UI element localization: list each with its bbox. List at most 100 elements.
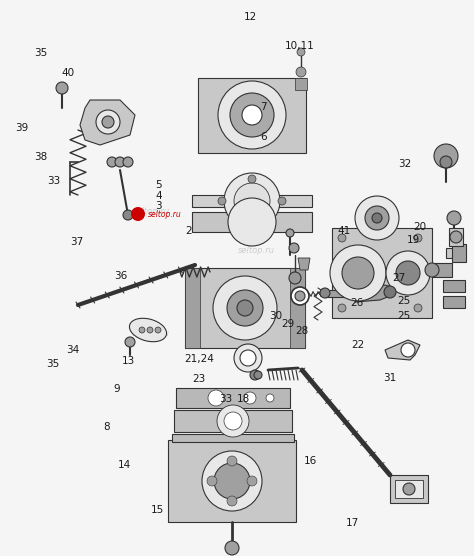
Text: 34: 34 (66, 345, 80, 355)
Text: 36: 36 (114, 271, 127, 281)
Text: 37: 37 (70, 237, 83, 247)
Circle shape (102, 116, 114, 128)
Circle shape (403, 483, 415, 495)
Bar (443, 296, 465, 308)
Bar (432, 263, 452, 277)
Circle shape (56, 82, 68, 94)
Circle shape (289, 243, 299, 253)
Circle shape (213, 276, 277, 340)
Text: 23: 23 (192, 374, 206, 384)
Polygon shape (298, 258, 310, 270)
Circle shape (297, 48, 305, 56)
Text: 22: 22 (351, 340, 364, 350)
Circle shape (330, 245, 386, 301)
Circle shape (218, 197, 226, 205)
Bar (192, 195, 312, 207)
Circle shape (355, 196, 399, 240)
Circle shape (227, 290, 263, 326)
Circle shape (248, 219, 256, 227)
Bar (452, 244, 466, 262)
Bar (443, 280, 465, 292)
Circle shape (227, 456, 237, 466)
Polygon shape (80, 100, 135, 145)
Circle shape (450, 231, 462, 243)
Text: 20: 20 (413, 222, 427, 232)
Text: 38: 38 (34, 152, 47, 162)
Circle shape (207, 476, 217, 486)
Circle shape (214, 463, 250, 499)
Circle shape (248, 175, 256, 183)
Bar (290, 268, 305, 348)
Text: 6: 6 (260, 132, 266, 142)
Text: 33: 33 (47, 176, 61, 186)
Bar (185, 268, 200, 348)
Text: 21,24: 21,24 (184, 354, 214, 364)
Text: 2: 2 (185, 226, 191, 236)
Circle shape (208, 390, 224, 406)
Circle shape (139, 327, 145, 333)
Text: 17: 17 (346, 518, 359, 528)
Text: 7: 7 (260, 102, 266, 112)
Circle shape (147, 327, 153, 333)
Text: 10,11: 10,11 (284, 41, 314, 51)
Text: 30: 30 (269, 311, 283, 321)
Circle shape (254, 371, 262, 379)
Polygon shape (355, 285, 395, 302)
Text: 29: 29 (282, 319, 295, 329)
Text: 25: 25 (397, 296, 410, 306)
Circle shape (115, 157, 125, 167)
Circle shape (123, 157, 133, 167)
Circle shape (227, 496, 237, 506)
Circle shape (447, 211, 461, 225)
Text: 32: 32 (398, 159, 411, 169)
Bar (390, 475, 428, 503)
Text: 3: 3 (155, 201, 162, 211)
Circle shape (240, 350, 256, 366)
Circle shape (107, 157, 117, 167)
Circle shape (155, 327, 161, 333)
Text: 35: 35 (46, 359, 60, 369)
Circle shape (225, 541, 239, 555)
Circle shape (296, 67, 306, 77)
Circle shape (434, 144, 458, 168)
Circle shape (247, 476, 257, 486)
Circle shape (338, 234, 346, 242)
Bar (449, 228, 463, 246)
Bar (198, 78, 306, 153)
Circle shape (218, 81, 286, 149)
Circle shape (286, 229, 294, 237)
Circle shape (425, 263, 439, 277)
Circle shape (123, 210, 133, 220)
Text: 4: 4 (155, 191, 162, 201)
Text: 5: 5 (155, 180, 162, 190)
Text: 9: 9 (114, 384, 120, 394)
Circle shape (230, 93, 274, 137)
Text: 19: 19 (407, 235, 420, 245)
Text: seltop.ru: seltop.ru (237, 246, 274, 255)
Bar (325, 290, 353, 297)
Circle shape (414, 304, 422, 312)
Text: 41: 41 (337, 226, 351, 236)
Circle shape (386, 251, 430, 295)
Circle shape (396, 261, 420, 285)
Text: 28: 28 (295, 326, 308, 336)
Circle shape (365, 206, 389, 230)
Text: seltop.ru: seltop.ru (237, 329, 274, 338)
Text: 26: 26 (350, 298, 363, 308)
Text: 40: 40 (62, 68, 75, 78)
Text: 14: 14 (118, 460, 131, 470)
Text: 13: 13 (122, 356, 136, 366)
Circle shape (338, 304, 346, 312)
Bar (168, 440, 296, 522)
Text: 12: 12 (244, 12, 257, 22)
Circle shape (289, 272, 301, 284)
Circle shape (342, 257, 374, 289)
Text: seltop.ru: seltop.ru (133, 329, 170, 338)
Bar (295, 78, 307, 90)
Circle shape (244, 392, 256, 404)
Circle shape (401, 343, 415, 357)
Text: 18: 18 (237, 394, 250, 404)
Circle shape (384, 286, 396, 298)
Text: 8: 8 (103, 422, 110, 432)
Circle shape (217, 405, 249, 437)
